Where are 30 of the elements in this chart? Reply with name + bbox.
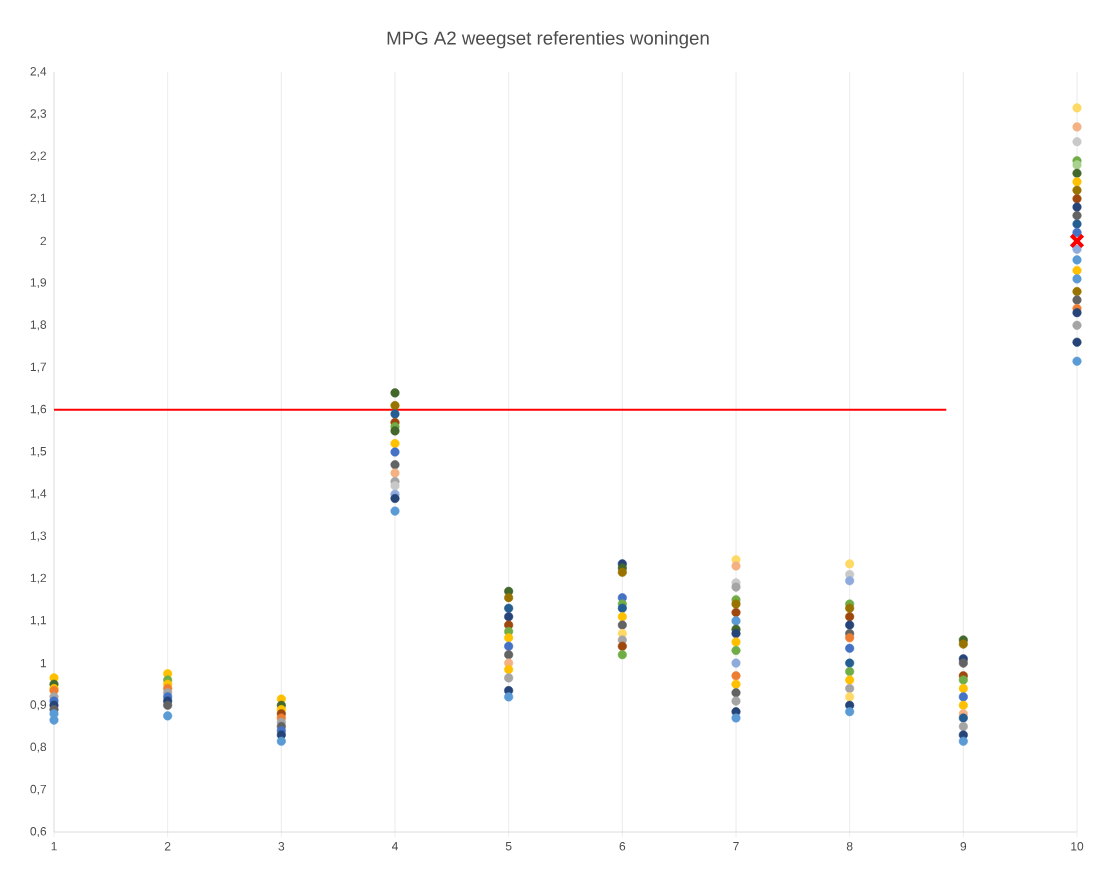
y-tick-label: 2,2	[30, 151, 47, 162]
x-tick-label: 9	[960, 842, 967, 851]
y-tick-label: 1,7	[30, 362, 47, 373]
x-tick-label: 10	[1071, 842, 1084, 851]
x-tick-label: 6	[619, 842, 626, 851]
y-tick-label: 1,9	[30, 278, 47, 289]
y-tick-label: 0,9	[30, 700, 47, 711]
y-tick-label: 2,3	[30, 109, 47, 120]
y-tick-label: 2,1	[30, 193, 47, 204]
x-tick-label: 1	[51, 842, 57, 851]
x-tick-label: 2	[164, 842, 171, 851]
y-tick-label: 2,4	[30, 67, 47, 77]
y-tick-label: 1,8	[30, 320, 47, 331]
y-tick-label: 2	[40, 236, 47, 246]
x-tick-label: 5	[505, 842, 512, 851]
y-tick-label: 1,6	[30, 404, 47, 415]
x-tick-label: 7	[733, 842, 739, 851]
x-tick-label: 8	[846, 842, 853, 851]
x-tick-label: 4	[391, 842, 398, 851]
chart-title: MPG A2 weegset referenties woningen	[387, 30, 709, 49]
y-tick-label: 0,7	[30, 784, 47, 795]
y-tick-label: 1,2	[30, 573, 47, 584]
y-tick-label: 1,3	[30, 531, 47, 542]
y-tick-label: 1,4	[30, 489, 47, 500]
y-tick-label: 1,1	[30, 615, 47, 626]
y-tick-label: 1	[40, 658, 47, 668]
y-tick-label: 0,6	[30, 827, 47, 837]
y-tick-label: 1,5	[30, 447, 47, 457]
x-tick-label: 3	[278, 842, 285, 851]
y-tick-label: 0,8	[30, 742, 47, 753]
